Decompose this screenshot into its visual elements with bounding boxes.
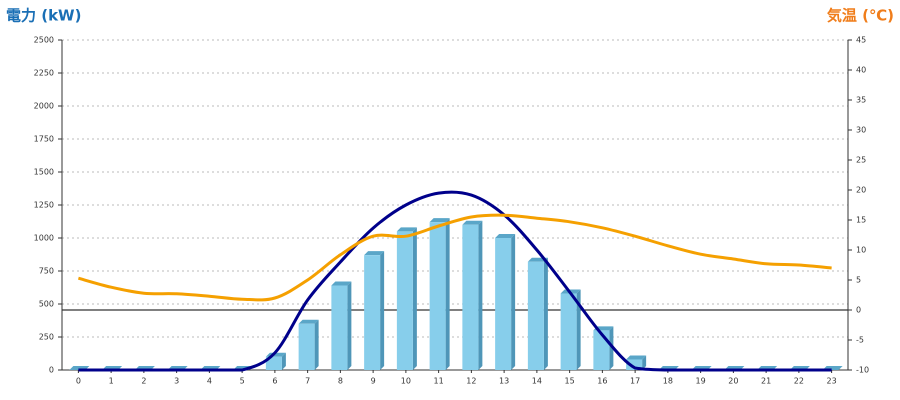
x-tick-label: 1 bbox=[109, 377, 114, 386]
y2-tick-label: 20 bbox=[856, 186, 866, 195]
bar-front bbox=[626, 359, 643, 370]
x-tick-label: 7 bbox=[305, 377, 310, 386]
x-tick-label: 5 bbox=[240, 377, 245, 386]
x-tick-label: 23 bbox=[827, 377, 837, 386]
bar-side bbox=[347, 281, 352, 370]
bar-top bbox=[364, 251, 385, 256]
y2-tick-label: -10 bbox=[856, 366, 869, 375]
x-tick-label: 12 bbox=[466, 377, 476, 386]
y-tick-label: 500 bbox=[39, 300, 54, 309]
bar-front bbox=[527, 261, 544, 370]
bar-side bbox=[412, 227, 417, 370]
bar-front bbox=[560, 293, 577, 370]
bar-front bbox=[462, 224, 479, 370]
bar-front bbox=[495, 238, 512, 370]
bar-front bbox=[331, 285, 348, 370]
y-tick-label: 1500 bbox=[34, 168, 54, 177]
bar-side bbox=[511, 234, 516, 370]
bar-side bbox=[380, 251, 385, 370]
x-tick-label: 9 bbox=[371, 377, 376, 386]
x-tick-label: 6 bbox=[272, 377, 277, 386]
y-tick-label: 750 bbox=[39, 267, 54, 276]
y-tick-label: 0 bbox=[49, 366, 54, 375]
bar-top bbox=[495, 234, 516, 238]
bar-top bbox=[462, 220, 483, 225]
x-tick-label: 3 bbox=[174, 377, 179, 386]
x-tick-label: 13 bbox=[499, 377, 509, 386]
bar-top bbox=[298, 319, 319, 324]
bar-top bbox=[396, 227, 417, 232]
bar bbox=[298, 319, 319, 370]
bar-side bbox=[314, 319, 319, 370]
x-tick-label: 15 bbox=[565, 377, 575, 386]
bar-side bbox=[576, 289, 581, 370]
bar-front bbox=[593, 330, 610, 370]
x-tick-label: 16 bbox=[597, 377, 607, 386]
bar-front bbox=[429, 222, 446, 370]
bar bbox=[495, 234, 516, 370]
bar bbox=[331, 281, 352, 370]
bar-side bbox=[609, 326, 614, 370]
bar bbox=[429, 218, 450, 370]
y2-axis-title: 気温 (℃) bbox=[827, 7, 894, 25]
bar bbox=[364, 251, 385, 370]
y-tick-label: 1250 bbox=[34, 201, 54, 210]
bar-top bbox=[626, 355, 647, 360]
y-tick-label: 250 bbox=[39, 333, 54, 342]
x-tick-label: 20 bbox=[728, 377, 738, 386]
x-tick-label: 4 bbox=[207, 377, 212, 386]
y2-tick-label: 35 bbox=[856, 96, 866, 105]
y-tick-label: 2250 bbox=[34, 69, 54, 78]
x-tick-label: 10 bbox=[401, 377, 411, 386]
x-tick-label: 21 bbox=[761, 377, 771, 386]
bar-front bbox=[364, 255, 381, 370]
bar-side bbox=[543, 257, 548, 370]
bar-side bbox=[281, 352, 286, 370]
x-tick-label: 8 bbox=[338, 377, 343, 386]
x-tick-label: 2 bbox=[141, 377, 146, 386]
x-tick-label: 11 bbox=[434, 377, 444, 386]
y2-tick-label: 0 bbox=[856, 306, 861, 315]
bar-top bbox=[331, 281, 352, 286]
y-tick-label: 2500 bbox=[34, 36, 54, 45]
y-tick-label: 1750 bbox=[34, 135, 54, 144]
line bbox=[78, 190, 832, 372]
x-tick-label: 17 bbox=[630, 377, 640, 386]
y2-tick-label: -5 bbox=[856, 336, 864, 345]
bar bbox=[593, 326, 614, 370]
x-tick-label: 22 bbox=[794, 377, 804, 386]
bar bbox=[626, 355, 647, 370]
y2-tick-label: 45 bbox=[856, 36, 866, 45]
line bbox=[77, 213, 832, 302]
bar bbox=[462, 220, 483, 370]
bar bbox=[560, 289, 581, 370]
y2-tick-label: 25 bbox=[856, 156, 866, 165]
bar-side bbox=[642, 355, 647, 370]
y2-tick-label: 40 bbox=[856, 66, 866, 75]
bar bbox=[265, 352, 286, 370]
y-axis-title: 電力 (kW) bbox=[6, 7, 81, 25]
y-tick-label: 1000 bbox=[34, 234, 54, 243]
bar-front bbox=[265, 356, 282, 370]
bar-side bbox=[445, 218, 450, 370]
y-tick-label: 2000 bbox=[34, 102, 54, 111]
bar-top bbox=[429, 218, 450, 223]
y2-tick-label: 10 bbox=[856, 246, 866, 255]
bar-front bbox=[298, 323, 315, 370]
y2-tick-label: 5 bbox=[856, 276, 861, 285]
bar bbox=[527, 257, 548, 370]
bar bbox=[396, 227, 417, 370]
bar-front bbox=[396, 231, 413, 370]
x-tick-label: 0 bbox=[76, 377, 81, 386]
y2-tick-label: 30 bbox=[856, 126, 866, 135]
bar-side bbox=[478, 220, 483, 370]
y2-tick-label: 15 bbox=[856, 216, 866, 225]
x-tick-label: 14 bbox=[532, 377, 542, 386]
x-tick-label: 19 bbox=[696, 377, 706, 386]
x-tick-label: 18 bbox=[663, 377, 673, 386]
